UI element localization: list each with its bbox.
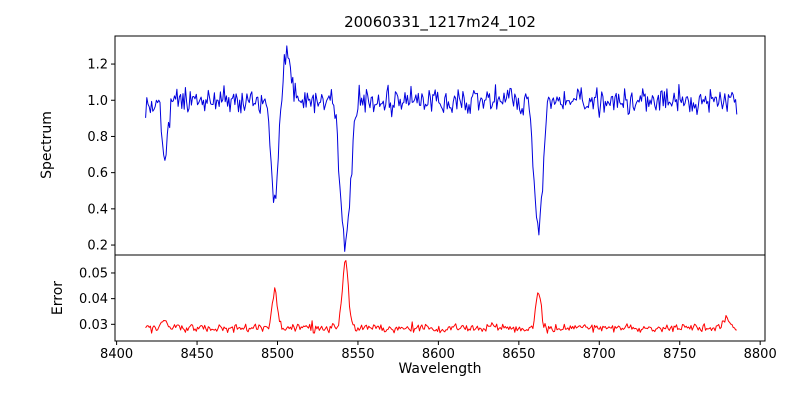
x-tick-label: 8650 bbox=[502, 347, 535, 362]
x-tick-label: 8450 bbox=[181, 347, 214, 362]
error-line bbox=[145, 260, 737, 334]
y-tick-label: 0.6 bbox=[87, 166, 108, 181]
x-tick-label: 8550 bbox=[341, 347, 374, 362]
spectrum-line bbox=[145, 45, 738, 252]
y-tick-label: 1.2 bbox=[87, 58, 108, 73]
y-tick-label: 0.8 bbox=[87, 130, 108, 145]
spectrum-panel-border bbox=[114, 35, 766, 256]
y-tick-label: 0.2 bbox=[87, 239, 108, 254]
x-tick-label: 8600 bbox=[422, 347, 455, 362]
x-tick-label: 8500 bbox=[261, 347, 294, 362]
x-tick-label: 8750 bbox=[663, 347, 696, 362]
y-tick-label: 0.4 bbox=[87, 202, 108, 217]
x-axis-label-wavelength: Wavelength bbox=[398, 361, 482, 377]
x-tick-label: 8700 bbox=[583, 347, 616, 362]
y-tick-label: 0.05 bbox=[79, 266, 108, 281]
error-panel-border bbox=[114, 254, 766, 342]
y-tick-label: 1.0 bbox=[87, 94, 108, 109]
x-tick-label: 8400 bbox=[100, 347, 133, 362]
x-tick-label: 8800 bbox=[744, 347, 777, 362]
y-tick-label: 0.04 bbox=[79, 292, 108, 307]
chart-title: 20060331_1217m24_102 bbox=[344, 13, 536, 31]
y-tick-label: 0.03 bbox=[79, 318, 108, 333]
